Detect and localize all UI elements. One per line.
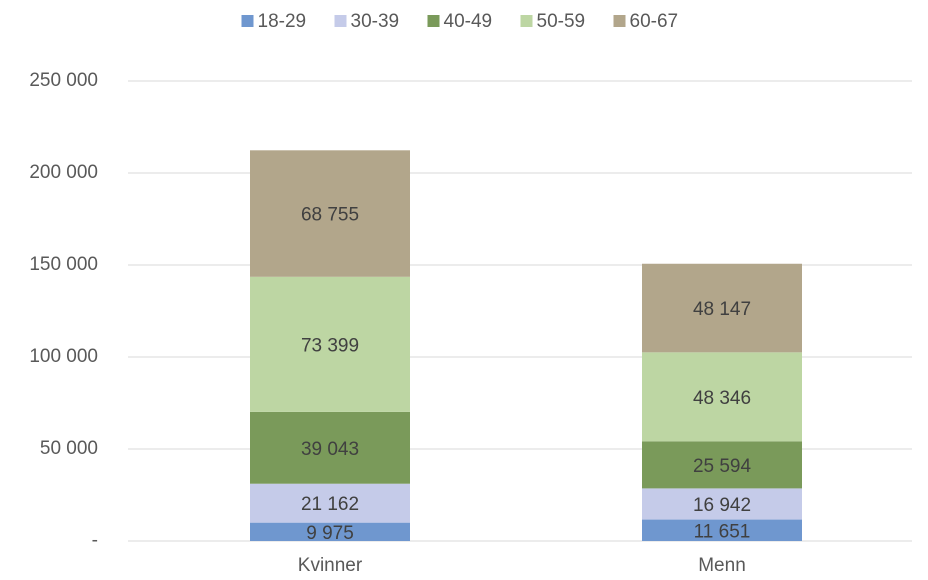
bar-segment: [642, 488, 802, 520]
value-label: 11 651: [694, 521, 751, 542]
y-tick-label: 150 000: [29, 254, 98, 275]
y-tick-label: 50 000: [40, 438, 98, 459]
legend-swatch: [241, 15, 254, 27]
bar-segment: [250, 276, 410, 412]
value-label: 39 043: [301, 439, 359, 460]
y-tick-label: -: [92, 530, 98, 551]
bar-segment: [642, 519, 802, 541]
value-label: 21 162: [301, 494, 359, 515]
bar-segment: [250, 150, 410, 277]
y-tick-label: 200 000: [29, 162, 98, 183]
bar-segment: [250, 483, 410, 523]
bar-segment: [642, 441, 802, 489]
x-tick-label: Kvinner: [298, 555, 363, 576]
legend-label: 30-39: [351, 11, 400, 32]
legend-label: 40-49: [444, 11, 493, 32]
legend-label: 60-67: [630, 11, 679, 32]
legend-swatch: [520, 15, 533, 27]
value-label: 16 942: [693, 495, 751, 516]
value-label: 48 147: [693, 299, 751, 320]
legend-swatch: [613, 15, 626, 27]
legend-label: 18-29: [258, 11, 307, 32]
value-label: 9 975: [306, 523, 354, 544]
legend-swatch: [334, 15, 347, 27]
value-label: 68 755: [301, 205, 359, 226]
legend-swatch: [427, 15, 440, 27]
value-label: 25 594: [693, 456, 752, 477]
value-label: 73 399: [301, 335, 359, 356]
x-tick-label: Menn: [698, 555, 746, 576]
bar-segment: [642, 263, 802, 353]
bar-segment: [250, 411, 410, 484]
y-tick-label: 250 000: [29, 70, 98, 91]
bar-segment: [250, 522, 410, 541]
legend-label: 50-59: [537, 11, 586, 32]
bar-segment: [642, 352, 802, 442]
value-label: 48 346: [693, 388, 751, 409]
y-tick-label: 100 000: [29, 346, 98, 367]
